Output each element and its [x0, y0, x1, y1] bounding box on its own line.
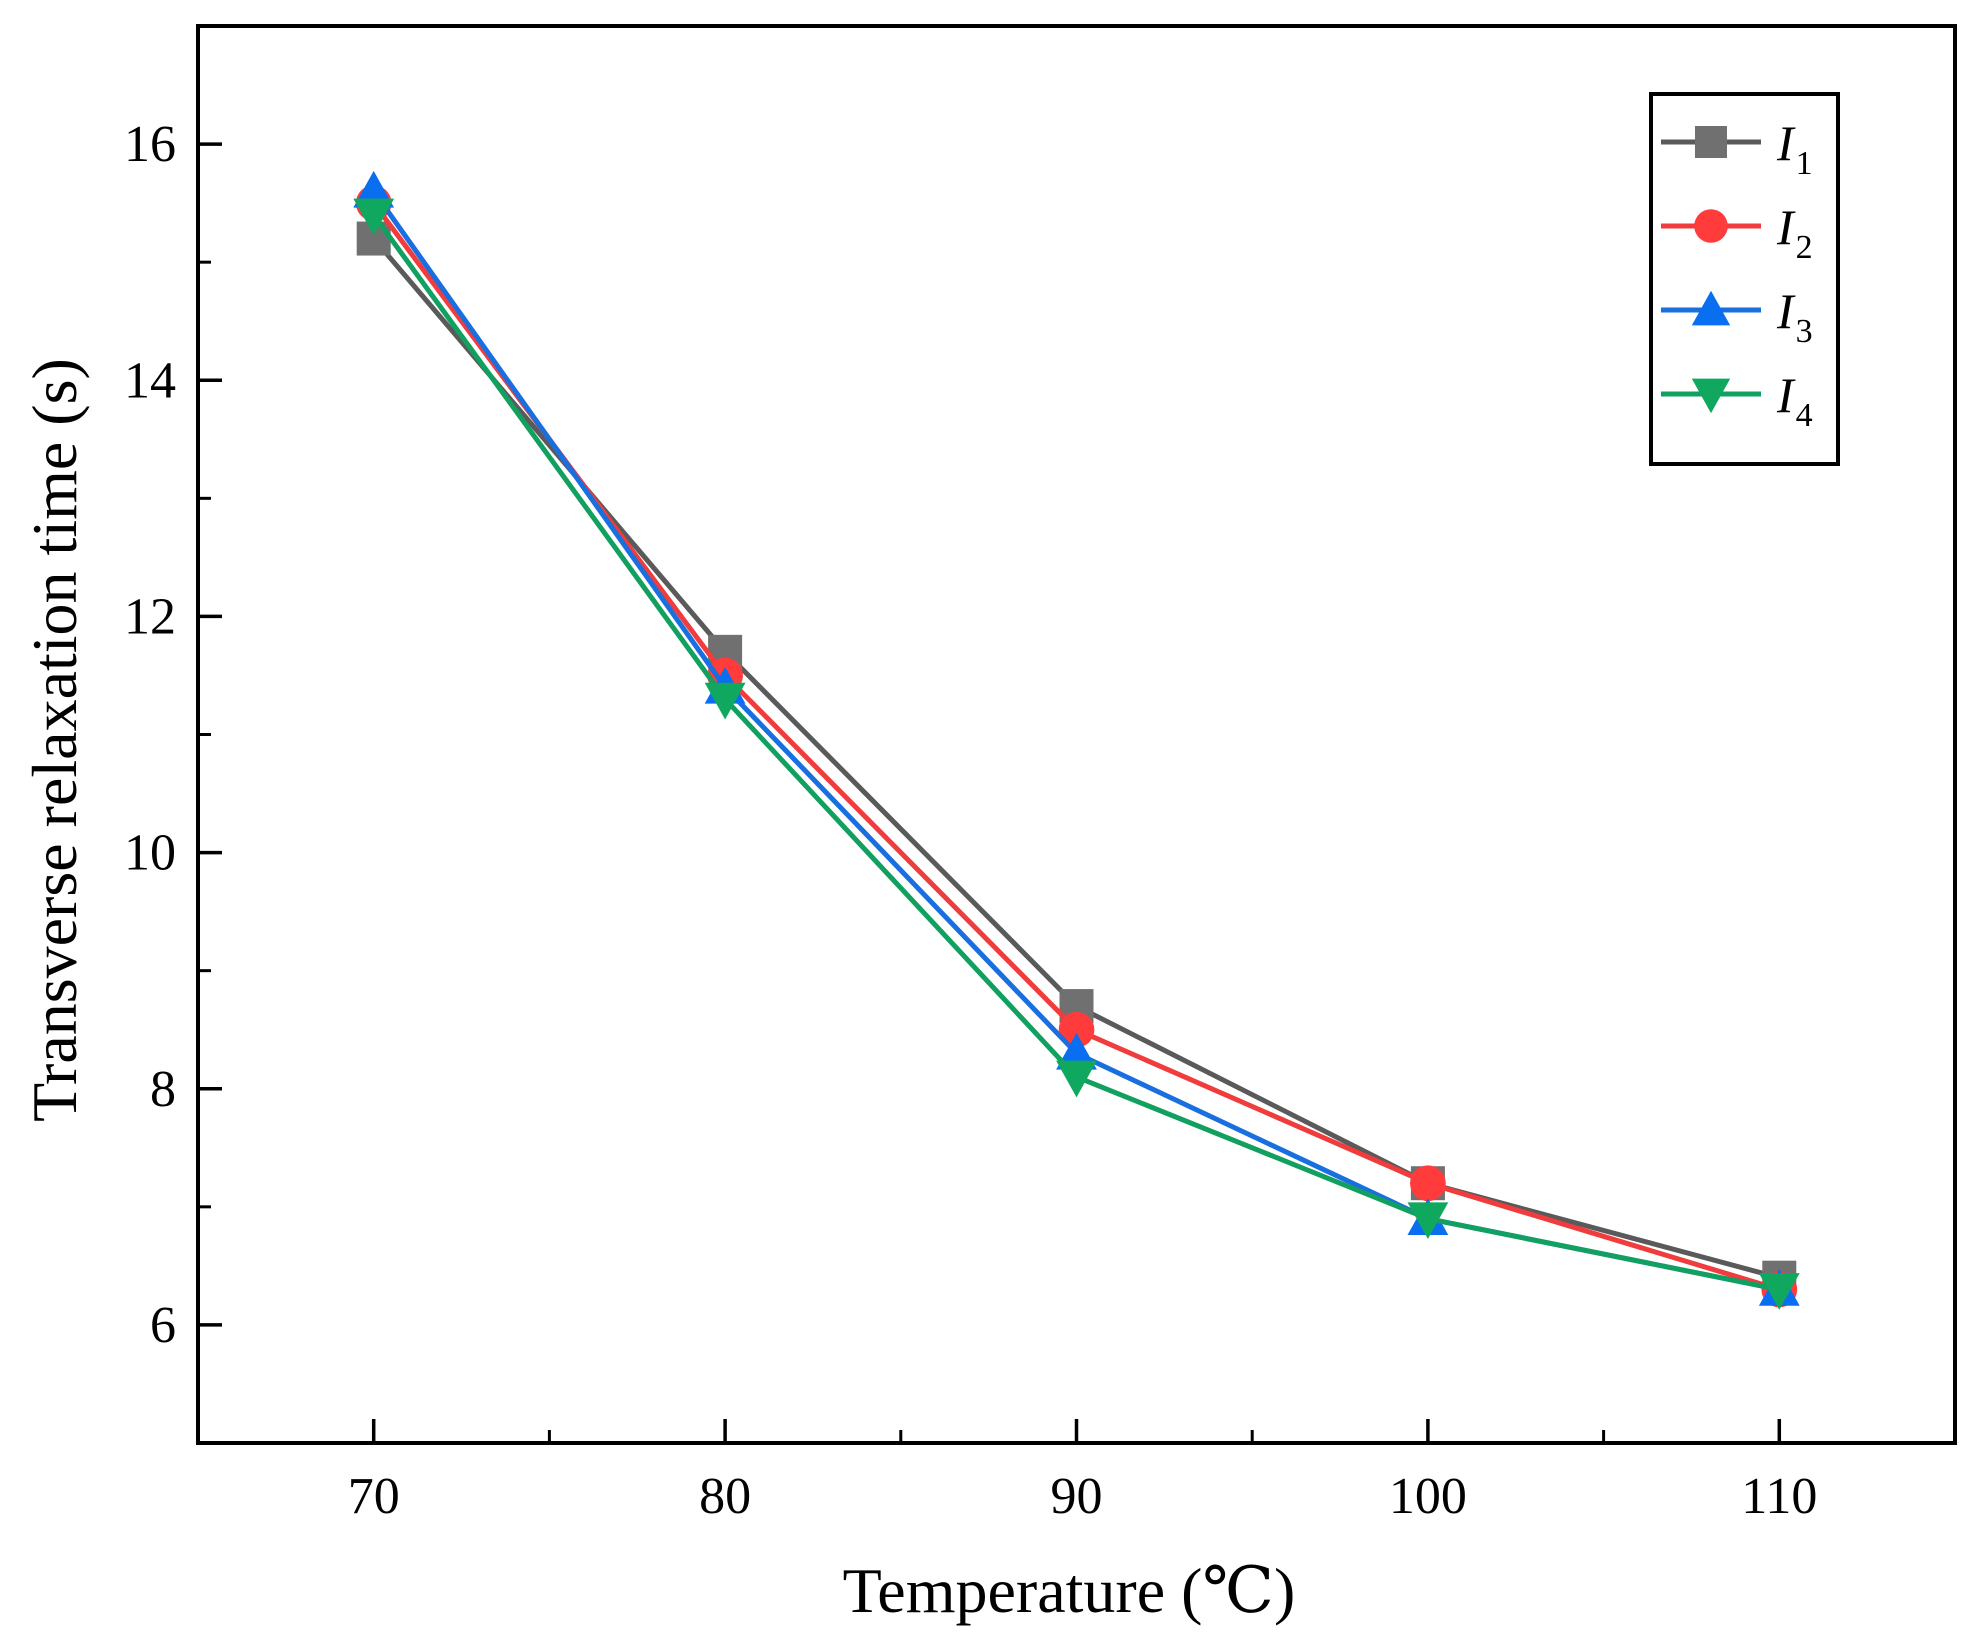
series-line-I1 [371, 236, 1780, 1281]
legend-label: I3 [1776, 283, 1813, 350]
series-I3 [353, 170, 1800, 1306]
data-point-I4-90 [1056, 1060, 1097, 1098]
y-axis-title: Transverse relaxation time (s) [19, 358, 90, 1122]
series-line-I2 [371, 201, 1781, 1292]
x-tick-label: 70 [348, 1468, 400, 1525]
series-I1 [356, 221, 1797, 1295]
data-point-I4-70 [353, 198, 395, 236]
legend-box [1649, 92, 1840, 466]
y-tick-label: 10 [124, 825, 176, 882]
y-tick-label: 14 [124, 352, 176, 409]
x-axis-title: Temperature (℃) [843, 1555, 1296, 1626]
legend-marker-I4 [1691, 378, 1731, 414]
data-point-I4-110 [1758, 1273, 1800, 1310]
data-point-I2-90 [1058, 1011, 1095, 1048]
x-tick-label: 90 [1051, 1468, 1103, 1525]
x-tick-label: 100 [1389, 1468, 1467, 1525]
series-I4 [353, 198, 1800, 1310]
y-tick-label: 16 [124, 116, 176, 173]
y-tick-label: 8 [150, 1061, 176, 1118]
legend-marker-I2 [1694, 209, 1728, 243]
series-I2 [355, 185, 1798, 1308]
legend-label: I1 [1776, 115, 1813, 182]
series-line-I3 [371, 189, 1780, 1292]
x-tick-label: 110 [1741, 1468, 1817, 1525]
data-point-I3-70 [353, 170, 395, 208]
y-tick-label: 12 [124, 588, 176, 645]
y-tick-label: 6 [150, 1297, 176, 1354]
x-tick-label: 80 [699, 1468, 751, 1525]
legend-marker-I1 [1695, 126, 1727, 158]
legend-label: I2 [1776, 199, 1813, 266]
data-point-I2-100 [1410, 1165, 1446, 1202]
legend-label: I4 [1776, 367, 1813, 434]
data-point-I3-90 [1056, 1032, 1097, 1070]
data-point-I4-100 [1407, 1202, 1449, 1240]
series-line-I4 [371, 213, 1780, 1292]
legend-marker-I3 [1691, 290, 1731, 326]
data-point-I4-80 [704, 682, 746, 720]
